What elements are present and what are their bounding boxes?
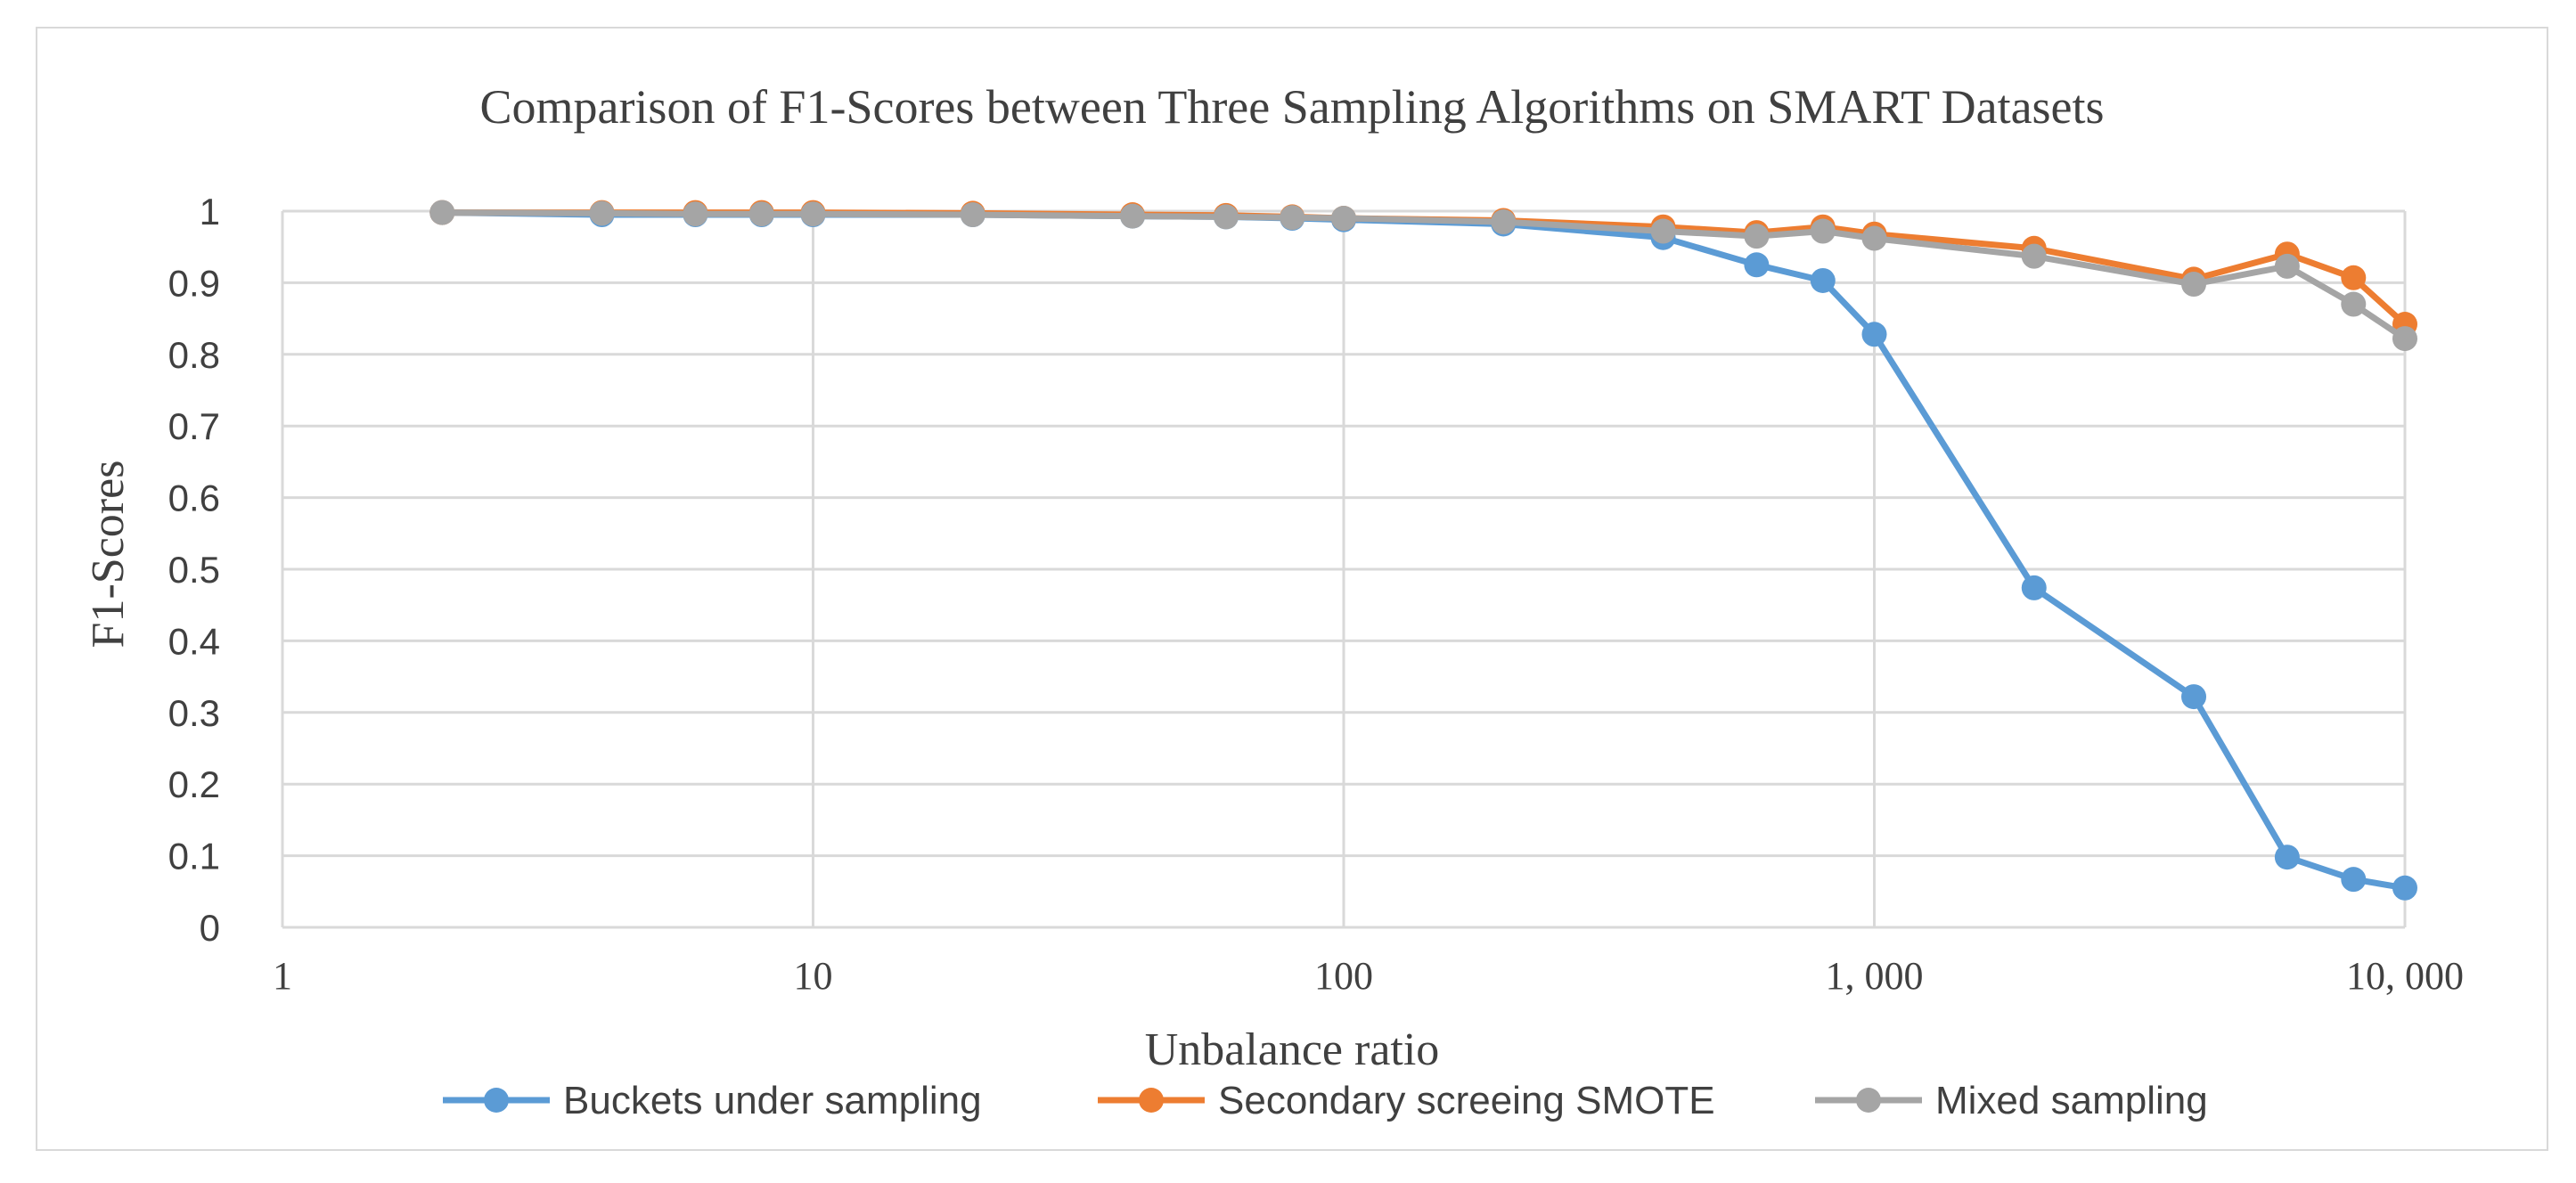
data-point xyxy=(2341,265,2367,290)
x-tick-label: 10, 000 xyxy=(2346,954,2464,998)
x-tick-label: 1, 000 xyxy=(1826,954,1924,998)
y-tick-label: 0.5 xyxy=(168,549,220,591)
data-point xyxy=(1861,322,1887,347)
data-point xyxy=(1213,204,1239,230)
y-tick-labels: 0 0.1 0.2 0.3 0.4 0.5 0.6 0.7 0.8 0.9 1 xyxy=(168,191,220,949)
data-point xyxy=(2274,253,2300,279)
y-tick-label: 0.6 xyxy=(168,477,220,519)
data-point xyxy=(1650,218,1676,244)
data-point xyxy=(1280,205,1305,231)
data-point xyxy=(1861,225,1887,251)
legend-label: Buckets under sampling xyxy=(563,1079,982,1122)
data-point xyxy=(1810,218,1836,244)
series-line xyxy=(438,209,2408,342)
data-point xyxy=(683,201,708,227)
data-point xyxy=(589,200,615,226)
y-tick-label: 0.7 xyxy=(168,405,220,447)
data-point xyxy=(2021,575,2047,600)
x-tick-label: 100 xyxy=(1314,954,1373,998)
y-tick-label: 0 xyxy=(200,907,220,949)
legend-marker xyxy=(1139,1088,1164,1113)
data-point xyxy=(960,202,985,228)
x-axis-title: Unbalance ratio xyxy=(1145,1024,1440,1075)
y-tick-label: 0.1 xyxy=(168,836,220,877)
legend-label: Secondary screeing SMOTE xyxy=(1218,1079,1715,1122)
y-axis-title: F1-Scores xyxy=(83,461,134,649)
data-point xyxy=(1810,267,1836,293)
legend-item-buckets-under-sampling: Buckets under sampling xyxy=(443,1079,982,1122)
data-point xyxy=(1331,206,1356,232)
y-tick-label: 0.8 xyxy=(168,334,220,376)
legend-marker xyxy=(1856,1088,1881,1113)
chart-frame: Comparison of F1-Scores between Three Sa… xyxy=(36,27,2548,1151)
x-gridlines xyxy=(281,211,2407,927)
data-point xyxy=(2392,326,2417,352)
data-point xyxy=(1744,224,1770,249)
legend-marker xyxy=(484,1088,509,1113)
legend-item-mixed-sampling: Mixed sampling xyxy=(1815,1079,2208,1122)
data-point xyxy=(2181,272,2207,298)
legend-label: Mixed sampling xyxy=(1935,1079,2208,1122)
data-point xyxy=(748,201,774,227)
data-point xyxy=(2392,875,2417,901)
y-tick-label: 0.3 xyxy=(168,692,220,734)
data-point xyxy=(800,201,826,227)
x-tick-label: 10 xyxy=(794,954,833,998)
legend: Buckets under sampling Secondary screeing… xyxy=(443,1079,2208,1122)
data-point xyxy=(1491,209,1517,235)
y-tick-label: 0.4 xyxy=(168,620,220,662)
y-tick-label: 0.9 xyxy=(168,262,220,304)
x-tick-labels: 1 10 100 1, 000 10, 000 xyxy=(273,954,2464,998)
data-point xyxy=(2181,684,2207,710)
y-tick-label: 0.2 xyxy=(168,763,220,805)
x-tick-label: 1 xyxy=(273,954,292,998)
data-point xyxy=(2021,243,2047,269)
series-buckets-under-sampling xyxy=(429,200,2417,901)
series-mixed-sampling xyxy=(429,200,2417,352)
y-tick-label: 1 xyxy=(200,191,220,233)
data-point xyxy=(1744,252,1770,278)
legend-item-secondary-screeing-smote: Secondary screeing SMOTE xyxy=(1098,1079,1715,1122)
data-point xyxy=(429,200,455,225)
line-chart: Comparison of F1-Scores between Three Sa… xyxy=(83,80,2464,1122)
series-layer xyxy=(429,200,2417,901)
chart-title: Comparison of F1-Scores between Three Sa… xyxy=(479,80,2104,134)
data-point xyxy=(2341,867,2367,893)
data-point xyxy=(2341,291,2367,317)
data-point xyxy=(2274,844,2300,870)
series-line xyxy=(438,209,2408,892)
data-point xyxy=(1120,203,1146,229)
